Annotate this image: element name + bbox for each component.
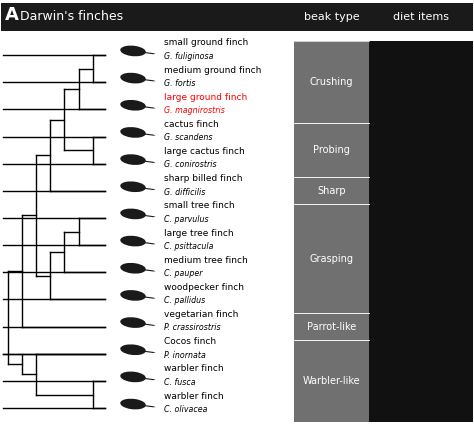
Text: diet items: diet items bbox=[393, 12, 449, 22]
Text: P. crassirostris: P. crassirostris bbox=[164, 324, 220, 332]
Bar bbox=[294, 177, 369, 204]
Text: small ground finch: small ground finch bbox=[164, 38, 248, 48]
Bar bbox=[369, 313, 474, 340]
Ellipse shape bbox=[120, 344, 146, 355]
Text: Probing: Probing bbox=[313, 145, 350, 155]
Text: Darwin's finches: Darwin's finches bbox=[20, 10, 123, 24]
Ellipse shape bbox=[120, 208, 146, 219]
Text: C. pallidus: C. pallidus bbox=[164, 296, 205, 305]
Text: C. psittacula: C. psittacula bbox=[164, 242, 213, 251]
Ellipse shape bbox=[120, 46, 146, 56]
Bar bbox=[0, 3, 474, 31]
Text: Cocos finch: Cocos finch bbox=[164, 337, 216, 346]
Ellipse shape bbox=[120, 263, 146, 274]
Text: Crushing: Crushing bbox=[310, 77, 353, 87]
Text: C. olivacea: C. olivacea bbox=[164, 405, 207, 414]
FancyArrow shape bbox=[143, 52, 155, 54]
Ellipse shape bbox=[120, 100, 146, 111]
Bar bbox=[294, 204, 369, 313]
FancyArrow shape bbox=[143, 215, 155, 217]
Text: G. magnirostris: G. magnirostris bbox=[164, 106, 225, 115]
Text: sharp billed finch: sharp billed finch bbox=[164, 174, 242, 183]
Text: C. fusca: C. fusca bbox=[164, 378, 195, 387]
Text: vegetarian finch: vegetarian finch bbox=[164, 310, 238, 319]
Text: C. parvulus: C. parvulus bbox=[164, 215, 209, 224]
FancyArrow shape bbox=[143, 405, 155, 407]
Text: woodpecker finch: woodpecker finch bbox=[164, 283, 244, 292]
Ellipse shape bbox=[120, 236, 146, 246]
Text: cactus finch: cactus finch bbox=[164, 120, 219, 129]
Text: medium tree finch: medium tree finch bbox=[164, 256, 247, 265]
Text: G. difficilis: G. difficilis bbox=[164, 187, 205, 197]
FancyArrow shape bbox=[143, 351, 155, 353]
FancyArrow shape bbox=[143, 269, 155, 272]
Text: Sharp: Sharp bbox=[317, 186, 346, 196]
Text: Warbler-like: Warbler-like bbox=[303, 376, 360, 386]
Text: G. fuliginosa: G. fuliginosa bbox=[164, 52, 213, 61]
FancyArrow shape bbox=[143, 160, 155, 163]
Bar bbox=[369, 204, 474, 313]
Text: warbler finch: warbler finch bbox=[164, 364, 223, 373]
FancyArrow shape bbox=[143, 296, 155, 299]
Ellipse shape bbox=[120, 73, 146, 83]
FancyArrow shape bbox=[143, 187, 155, 190]
Text: G. conirostris: G. conirostris bbox=[164, 160, 216, 170]
Bar bbox=[294, 340, 369, 422]
Ellipse shape bbox=[120, 181, 146, 192]
Ellipse shape bbox=[120, 399, 146, 409]
Text: Grasping: Grasping bbox=[310, 254, 354, 264]
Text: C. pauper: C. pauper bbox=[164, 269, 202, 278]
Text: medium ground finch: medium ground finch bbox=[164, 65, 261, 75]
Text: large ground finch: large ground finch bbox=[164, 93, 247, 102]
Text: G. scandens: G. scandens bbox=[164, 133, 212, 142]
Bar bbox=[369, 177, 474, 204]
Bar bbox=[369, 123, 474, 177]
Bar bbox=[294, 41, 369, 123]
FancyArrow shape bbox=[143, 79, 155, 82]
FancyArrow shape bbox=[143, 242, 155, 244]
Text: warbler finch: warbler finch bbox=[164, 392, 223, 401]
Ellipse shape bbox=[120, 127, 146, 138]
FancyArrow shape bbox=[143, 378, 155, 380]
Bar bbox=[369, 41, 474, 123]
Bar bbox=[294, 123, 369, 177]
Text: P. inornata: P. inornata bbox=[164, 351, 206, 360]
Text: beak type: beak type bbox=[304, 12, 359, 22]
Ellipse shape bbox=[120, 290, 146, 301]
Text: small tree finch: small tree finch bbox=[164, 201, 234, 211]
FancyArrow shape bbox=[143, 106, 155, 109]
Ellipse shape bbox=[120, 317, 146, 328]
Text: G. fortis: G. fortis bbox=[164, 79, 195, 88]
Text: A: A bbox=[4, 6, 18, 24]
Text: large tree finch: large tree finch bbox=[164, 228, 233, 238]
Ellipse shape bbox=[120, 154, 146, 165]
Bar bbox=[369, 340, 474, 422]
Text: Parrot-like: Parrot-like bbox=[307, 322, 356, 332]
Ellipse shape bbox=[120, 371, 146, 382]
FancyArrow shape bbox=[143, 324, 155, 326]
Bar bbox=[294, 313, 369, 340]
Text: large cactus finch: large cactus finch bbox=[164, 147, 245, 156]
FancyArrow shape bbox=[143, 133, 155, 136]
